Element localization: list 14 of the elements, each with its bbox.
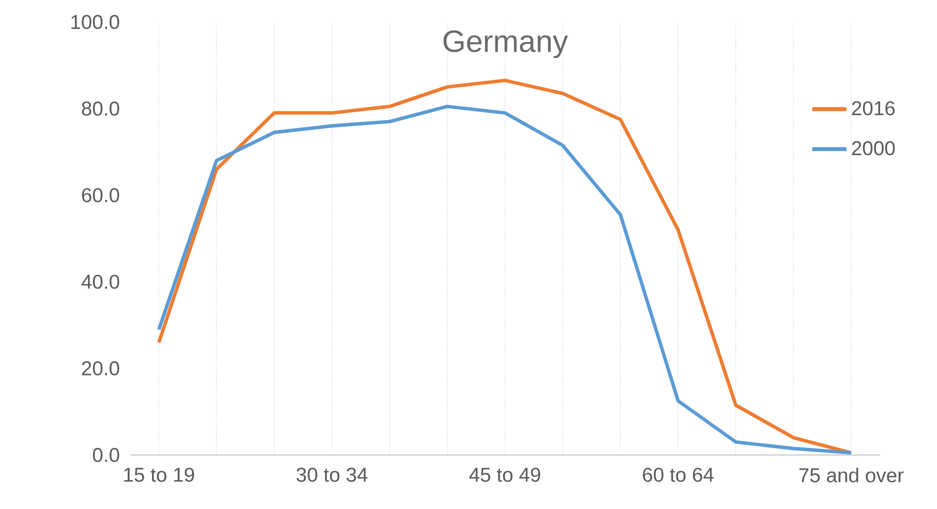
legend-label: 2000: [852, 141, 895, 156]
x-tick-label: 15 to 19: [124, 468, 194, 482]
x-tick-label: 75 and over: [799, 468, 904, 482]
y-tick-label: 60.0: [82, 188, 120, 202]
y-tick-label: 100.0: [71, 14, 120, 30]
x-tick-label: 30 to 34: [296, 468, 368, 482]
y-tick-label: 0.0: [92, 448, 120, 462]
chart-title: Germany: [444, 30, 568, 58]
legend-label: 2016: [852, 101, 895, 116]
y-tick-label: 20.0: [82, 361, 120, 376]
y-tick-label: 80.0: [82, 102, 120, 116]
x-tick-label: 45 to 49: [469, 468, 540, 482]
x-tick-label: 60 to 64: [642, 468, 714, 482]
y-tick-label: 40.0: [82, 274, 120, 289]
